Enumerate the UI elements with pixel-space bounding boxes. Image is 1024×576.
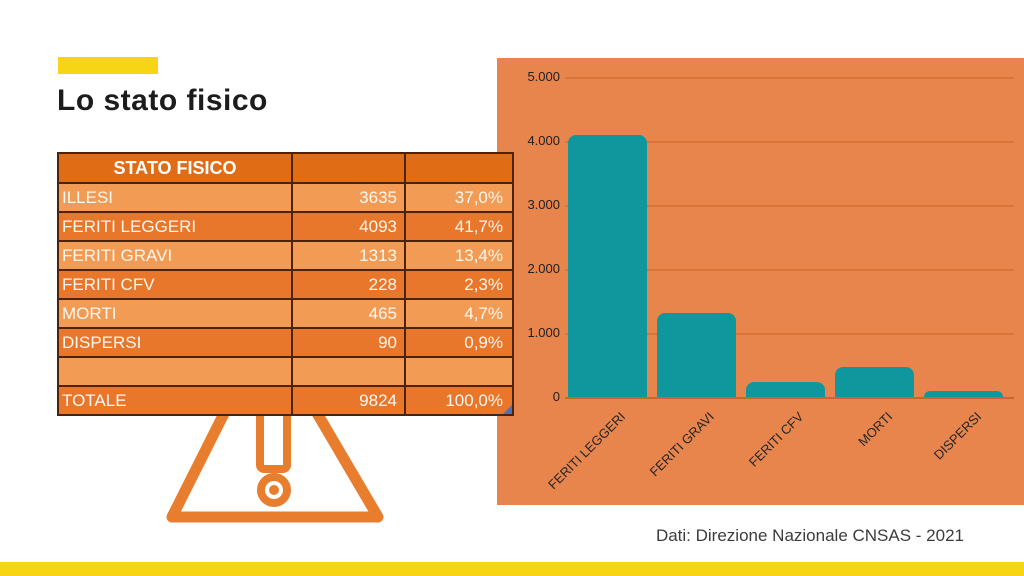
bar-feriti-gravi [657, 313, 736, 397]
table-cell-value: 3635 [293, 184, 406, 211]
table-cell-percent [406, 358, 510, 385]
table-row [59, 356, 512, 385]
y-tick-label: 4.000 [527, 133, 560, 148]
title-accent-bar [58, 57, 158, 74]
bar-chart-panel: 5.000 4.000 3.000 2.000 1.000 0 FERITI LEGGER… [497, 58, 1024, 505]
table-cell-label: MORTI [59, 300, 293, 327]
table-header-row: STATO FISICO [59, 154, 512, 182]
cell-comment-flag [503, 405, 512, 414]
table-cell-percent: 0,9% [464, 332, 503, 352]
table-header-percent-col [406, 154, 510, 182]
bar-morti [835, 367, 914, 397]
table-row: FERITI LEGGERI 4093 41,7% [59, 211, 512, 240]
bottom-accent-bar [0, 562, 1024, 576]
y-tick-label: 2.000 [527, 261, 560, 276]
gridline [565, 333, 1014, 335]
table-cell-value: 9824 [293, 387, 406, 414]
table-cell-percent: 37,0% [454, 187, 503, 207]
table-cell-label: FERITI GRAVI [59, 242, 293, 269]
table-cell-label [59, 358, 293, 385]
table-header-title: STATO FISICO [59, 154, 293, 182]
table-cell-value: 4093 [293, 213, 406, 240]
page-title: Lo stato fisico [57, 84, 268, 117]
bar-feriti-cfv [746, 382, 825, 397]
table-row: DISPERSI 90 0,9% [59, 327, 512, 356]
table-header-value-col [293, 154, 406, 182]
gridline [565, 269, 1014, 271]
x-axis-label: FERITI GRAVI [646, 409, 718, 480]
x-axis-label: DISPERSI [930, 409, 985, 463]
table-cell-label: FERITI LEGGERI [59, 213, 293, 240]
table-cell-percent: 2,3% [464, 274, 503, 294]
table-cell-value: 465 [293, 300, 406, 327]
x-axis-label: FERITI CFV [745, 409, 807, 470]
gridline [565, 141, 1014, 143]
table-cell-value: 1313 [293, 242, 406, 269]
table-body: ILLESI 3635 37,0% FERITI LEGGERI 4093 41,7% FE… [59, 182, 512, 414]
y-tick-label: 0 [552, 389, 560, 404]
x-axis-label: FERITI LEGGERI [544, 409, 629, 493]
gridline [565, 77, 1014, 79]
table-cell-percent: 4,7% [464, 303, 503, 323]
x-axis-label: MORTI [855, 409, 896, 450]
bar-feriti-leggeri [568, 135, 647, 397]
table-cell-percent: 100,0% [445, 390, 503, 410]
y-tick-label: 5.000 [527, 69, 560, 84]
table-cell-label: FERITI CFV [59, 271, 293, 298]
table-cell-value: 90 [293, 329, 406, 356]
y-tick-label: 1.000 [527, 325, 560, 340]
table-cell-value: 228 [293, 271, 406, 298]
table-cell-label: TOTALE [59, 387, 293, 414]
bar-dispersi [924, 391, 1003, 397]
table-cell-percent: 13,4% [454, 245, 503, 265]
table-cell-value [293, 358, 406, 385]
y-tick-label: 3.000 [527, 197, 560, 212]
table-row: MORTI 465 4,7% [59, 298, 512, 327]
chart-x-axis-line [565, 397, 1014, 399]
table-row: FERITI GRAVI 1313 13,4% [59, 240, 512, 269]
table-row: FERITI CFV 228 2,3% [59, 269, 512, 298]
table-row: TOTALE 9824 100,0% [59, 385, 512, 414]
gridline [565, 205, 1014, 207]
data-source-caption: Dati: Direzione Nazionale CNSAS - 2021 [655, 526, 964, 545]
stato-fisico-table: STATO FISICO ILLESI 3635 37,0% FERITI LEGGE… [57, 152, 514, 416]
table-cell-label: DISPERSI [59, 329, 293, 356]
table-row: ILLESI 3635 37,0% [59, 182, 512, 211]
table-cell-label: ILLESI [59, 184, 293, 211]
table-cell-percent: 41,7% [454, 216, 503, 236]
warning-triangle-icon [166, 322, 384, 523]
